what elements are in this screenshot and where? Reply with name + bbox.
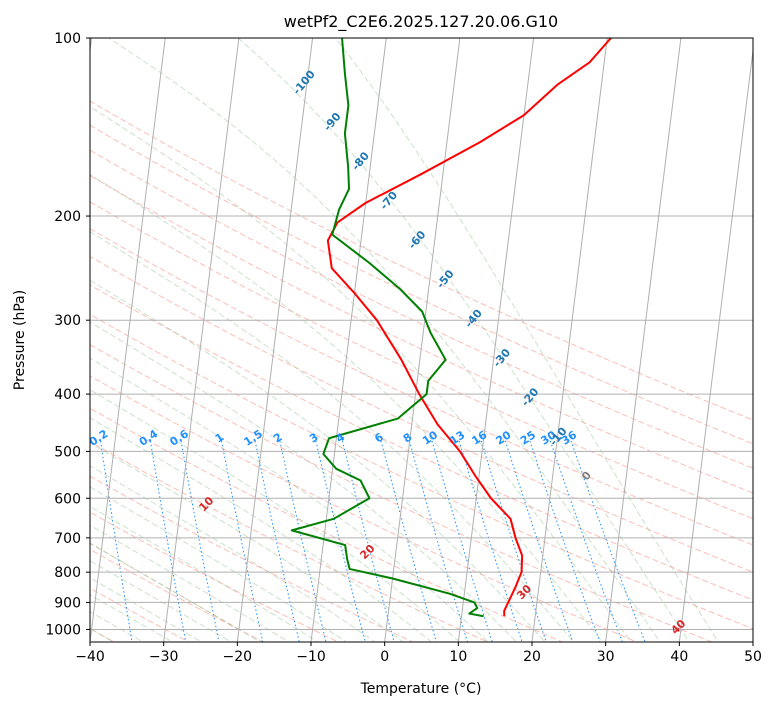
- grid-lines: [90, 38, 753, 642]
- y-tick-label: 200: [54, 209, 81, 225]
- moist-adiabat-line: [90, 542, 262, 642]
- dry-adiabat-line: [90, 284, 753, 601]
- temperature-profile: [326, 38, 612, 617]
- mixing-ratio-line: [504, 440, 574, 642]
- axis-ticks: −40 −30 −20 −10 0 10 20 30 40 50 100 200 300 400 500 60…: [45, 31, 762, 665]
- dewpoint-profile: [290, 38, 484, 618]
- y-tick-label: 300: [54, 313, 81, 329]
- y-tick-label: 900: [54, 595, 81, 611]
- mixing-ratio-line: [529, 440, 601, 642]
- mixing-ratio-line: [315, 440, 366, 642]
- isotherm-grid-line: [90, 38, 166, 642]
- y-tick-label: 800: [54, 565, 81, 581]
- dry-adiabat-line: [90, 175, 753, 494]
- y-tick-label: 500: [54, 444, 81, 460]
- isotherm-grid-line: [236, 38, 314, 642]
- plot-area: 0.10.20.40.611.5234681013162025303610203…: [90, 38, 753, 642]
- saturation-curve: [90, 542, 240, 630]
- mixing-ratio-line: [480, 440, 547, 642]
- x-tick-label: 10: [449, 649, 467, 665]
- isotherm-grid-line: [457, 38, 535, 642]
- dry-adiabat-line: [90, 441, 489, 642]
- y-tick-label: 100: [54, 31, 81, 47]
- mixing-ratio-line: [221, 440, 264, 642]
- x-tick-label: −20: [223, 649, 253, 665]
- mixing-ratio-line: [149, 440, 187, 642]
- moist-adiabat-line: [90, 594, 174, 642]
- dry-adiabat-line: [90, 407, 564, 642]
- moist-adiabat-line: [90, 577, 203, 642]
- dry-adiabats: [90, 100, 753, 642]
- x-tick-label: −30: [149, 649, 179, 665]
- x-axis-label: Temperature (°C): [360, 681, 482, 697]
- mixing-ratio-line: [458, 440, 523, 642]
- mixing-ratio-line: [431, 440, 493, 642]
- mixing-ratio-line: [570, 440, 646, 642]
- moist-adiabat-line: [90, 560, 233, 642]
- mixing-ratio-line: [279, 440, 327, 642]
- isotherm-grid-line: [163, 38, 240, 642]
- isotherm-grid-line: [678, 46, 753, 642]
- isotherm-grid-line: [310, 38, 387, 642]
- profiles: [290, 38, 612, 618]
- isotherm-grid-line: [531, 38, 608, 642]
- x-tick-label: 0: [380, 649, 389, 665]
- y-tick-label: 700: [54, 531, 81, 547]
- x-tick-label: 50: [744, 649, 762, 665]
- x-tick-label: −10: [296, 649, 326, 665]
- x-tick-label: 40: [670, 649, 688, 665]
- moist-adiabat-line: [90, 524, 290, 642]
- dry-adiabat-line: [90, 475, 415, 642]
- y-tick-label: 1000: [45, 622, 81, 638]
- mixing-ratio-line: [254, 440, 300, 642]
- isotherm-grid-line: [605, 38, 682, 642]
- saturation-curves: [90, 542, 240, 630]
- plot-frame: [89, 37, 754, 643]
- mixing-ratio-line: [549, 440, 623, 642]
- dry-adiabat-line: [90, 124, 753, 445]
- chart-title: wetPf2_C2E6.2025.127.20.06.G10: [284, 12, 558, 32]
- y-axis-label: Pressure (hPa): [12, 290, 28, 390]
- dry-adiabat-line: [90, 228, 753, 546]
- mixing-ratio-line: [380, 440, 437, 642]
- x-tick-label: 20: [523, 649, 541, 665]
- y-tick-label: 600: [54, 491, 81, 507]
- mixing-ratio-line: [408, 440, 469, 642]
- x-tick-label: 30: [597, 649, 615, 665]
- isotherm-grid-line: [384, 38, 461, 642]
- mixing-ratio-lines: [100, 440, 646, 642]
- x-tick-label: −40: [75, 649, 105, 665]
- y-tick-label: 400: [54, 387, 81, 403]
- mixing-ratio-line: [180, 440, 220, 642]
- dry-adiabat-line: [90, 255, 753, 573]
- dry-adiabat-line: [90, 313, 753, 630]
